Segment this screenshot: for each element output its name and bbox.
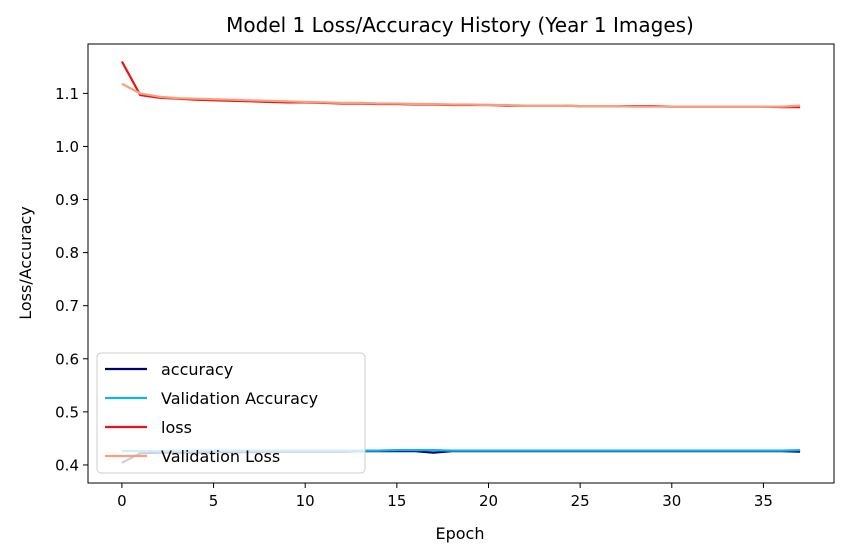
y-tick-label: 0.5 [55,403,79,421]
legend-label: loss [161,418,192,437]
x-tick-label: 0 [117,492,127,510]
y-tick-label: 0.8 [55,244,79,262]
y-tick-label: 0.6 [55,350,79,368]
chart-title: Model 1 Loss/Accuracy History (Year 1 Im… [226,13,694,37]
y-tick-label: 0.4 [55,456,79,474]
legend-label: accuracy [161,360,233,379]
y-tick-label: 1.0 [55,138,79,156]
x-tick-label: 15 [387,492,406,510]
x-tick-label: 5 [209,492,219,510]
y-tick-label: 1.1 [55,85,79,103]
series-line-3 [121,82,801,108]
plot-frame [87,43,835,484]
x-axis-label: Epoch [436,524,485,543]
x-tick-label: 20 [479,492,498,510]
x-tick-label: 35 [754,492,773,510]
y-axis-label: Loss/Accuracy [16,206,35,320]
y-tick-label: 0.7 [55,297,79,315]
x-tick-label: 25 [571,492,590,510]
legend-label: Validation Loss [161,447,280,466]
legend-label: Validation Accuracy [161,389,318,408]
legend-box [96,352,366,474]
x-axis: 0 5 10 15 20 25 30 35 [117,483,773,510]
legend: accuracy Validation Accuracy loss Validatio… [96,352,366,474]
y-tick-label: 0.9 [55,191,79,209]
x-tick-label: 30 [662,492,681,510]
x-tick-label: 10 [296,492,315,510]
y-axis: 0.4 0.5 0.6 0.7 0.8 0.9 1.0 1.1 [55,85,88,474]
